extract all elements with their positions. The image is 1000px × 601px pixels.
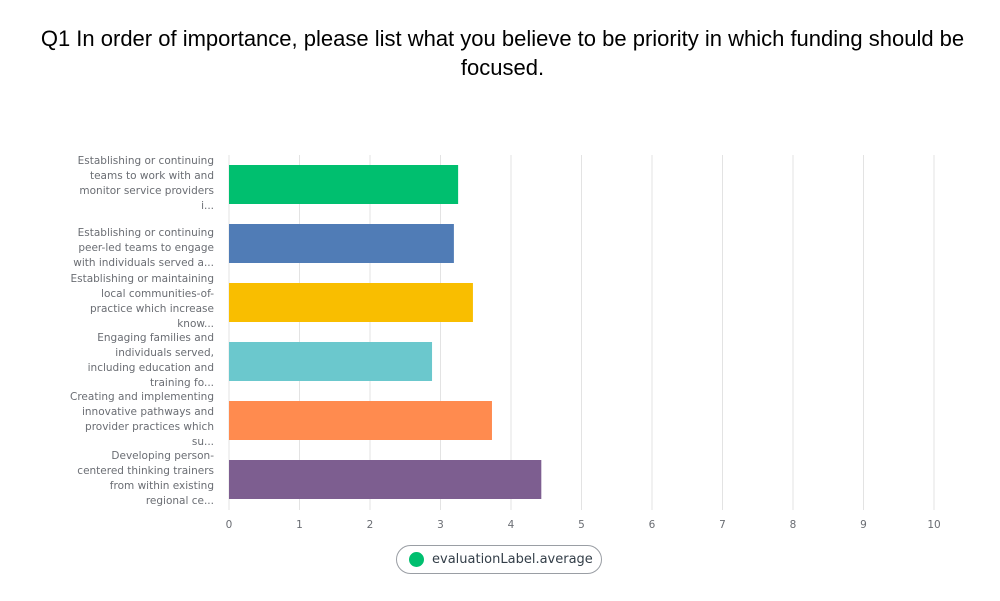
- bar[interactable]: [229, 460, 542, 499]
- y-category-label: Establishing or continuing peer-led teams…: [73, 227, 214, 269]
- y-category-label: Engaging families and individuals served,…: [88, 332, 214, 389]
- bar[interactable]: [229, 401, 492, 440]
- x-tick-label: 2: [367, 519, 374, 531]
- legend[interactable]: evaluationLabel.average: [396, 545, 602, 574]
- bar[interactable]: [229, 165, 459, 204]
- x-tick-label: 9: [860, 519, 867, 531]
- bar[interactable]: [229, 283, 473, 322]
- x-tick-label: 4: [508, 519, 515, 531]
- x-tick-label: 8: [790, 519, 797, 531]
- legend-swatch: [409, 552, 424, 567]
- x-tick-label: 3: [437, 519, 444, 531]
- x-tick-label: 5: [578, 519, 585, 531]
- x-tick-label: 7: [719, 519, 726, 531]
- y-category-label: Establishing or continuing teams to work …: [78, 155, 214, 212]
- chart-title: Q1 In order of importance, please list w…: [40, 26, 965, 80]
- x-tick-label: 6: [649, 519, 656, 531]
- y-category-label: Creating and implementing innovative path…: [70, 391, 214, 448]
- x-tick-label: 10: [927, 519, 940, 531]
- bar[interactable]: [229, 224, 454, 263]
- y-category-label: Developing person-centered thinking trai…: [77, 450, 214, 507]
- x-tick-label: 0: [226, 519, 233, 531]
- bar[interactable]: [229, 342, 433, 381]
- x-tick-label: 1: [296, 519, 303, 531]
- legend-label: evaluationLabel.average: [432, 552, 593, 567]
- y-category-label: Establishing or maintaining local communi…: [70, 273, 214, 330]
